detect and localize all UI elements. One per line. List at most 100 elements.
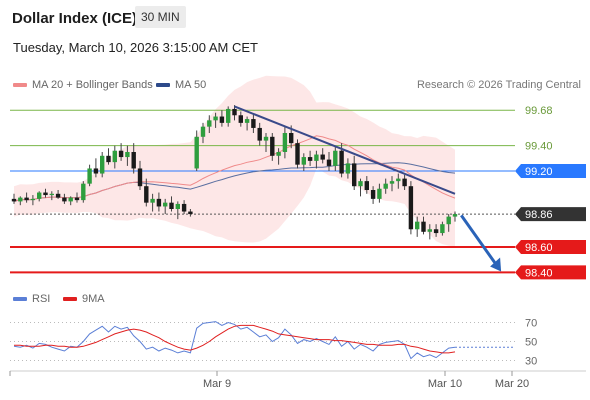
ma20-swatch: [13, 83, 27, 87]
candle-body: [156, 198, 162, 207]
candle-30: [200, 122, 206, 144]
candle-61: [396, 173, 401, 189]
candle-26: [175, 201, 180, 220]
ma20-label: MA 20 + Bollinger Bands: [32, 79, 153, 91]
forecast-arrow-head: [490, 257, 502, 272]
rsi-panel: 70 50 30: [10, 318, 537, 368]
legend-ma50: MA 50: [156, 79, 206, 91]
candle-body: [352, 163, 357, 187]
bollinger-band-area: [14, 75, 455, 247]
candle-body: [320, 154, 325, 160]
candle-body: [200, 126, 206, 137]
candle-11: [81, 181, 86, 203]
level-badge-text-98.40: 98.40: [525, 267, 553, 279]
candle-1: [18, 196, 23, 206]
candle-body: [257, 127, 262, 141]
candle-body: [295, 143, 300, 165]
header: Dollar Index (ICE) 30 MIN: [0, 0, 590, 38]
candle-18: [125, 145, 130, 166]
candle-body: [427, 229, 432, 232]
candle-55: [358, 178, 363, 197]
level-badge-98.86: [515, 207, 586, 222]
candle-body: [163, 202, 168, 207]
candle-53: [345, 158, 351, 179]
candle-35: [232, 105, 237, 121]
candle-59: [383, 178, 388, 194]
candle-19: [131, 143, 136, 174]
candle-41: [270, 133, 275, 161]
ma50-swatch: [156, 83, 170, 87]
time-axis: Mar 9 Mar 10 Mar 20: [9, 370, 586, 390]
x-tick-label: Mar 10: [428, 378, 462, 390]
annotations: [234, 105, 502, 272]
rsi-series-9MA: [14, 324, 456, 354]
candle-body: [43, 192, 48, 196]
candle-body: [276, 152, 281, 156]
candle-58: [377, 183, 382, 203]
candle-28: [188, 209, 193, 217]
candle-body: [358, 181, 363, 187]
candle-7: [55, 190, 61, 199]
candle-body: [62, 197, 67, 202]
candle-66: [427, 224, 432, 240]
candle-47: [307, 150, 313, 166]
candle-body: [370, 190, 376, 199]
candle-body: [389, 181, 395, 184]
candle-body: [106, 155, 111, 163]
candle-body: [87, 168, 92, 184]
candle-body: [219, 116, 225, 123]
level-badge-text-99.20: 99.20: [525, 166, 553, 178]
candle-body: [11, 198, 17, 202]
rsi-series-RSI: [13, 321, 456, 360]
moving-averages: [13, 135, 456, 202]
candle-69: [446, 214, 451, 232]
candle-body: [383, 183, 388, 189]
candle-32: [213, 112, 218, 128]
candle-5: [43, 188, 48, 198]
candle-16: [112, 145, 117, 169]
legend-rsi: RSI: [13, 293, 50, 305]
candle-body: [415, 221, 420, 230]
rsi-tick-50: 50: [525, 337, 537, 349]
candle-body: [118, 150, 124, 158]
candle-46: [301, 153, 306, 171]
candle-body: [345, 163, 351, 174]
candle-body: [181, 203, 187, 212]
candle-body: [213, 116, 218, 121]
candle-body: [452, 214, 458, 217]
candle-17: [118, 143, 124, 161]
candle-0: [11, 193, 17, 204]
x-tick-label: Mar 20: [495, 378, 529, 390]
candle-70: [452, 211, 458, 222]
candle-57: [370, 186, 376, 204]
candle-2: [24, 192, 29, 203]
candle-body: [364, 181, 369, 190]
timeframe-badge[interactable]: 30 MIN: [135, 6, 186, 28]
candle-8: [62, 193, 67, 204]
candle-36: [238, 111, 243, 127]
candle-body: [238, 115, 243, 123]
candle-49: [320, 148, 325, 164]
rsi-label: RSI: [32, 293, 51, 305]
candle-25: [169, 196, 174, 212]
candle-body: [112, 150, 117, 163]
level-label-99.68: 99.68: [525, 105, 553, 117]
bollinger-bands: [14, 75, 455, 247]
candle-10: [74, 192, 80, 203]
candle-body: [421, 221, 426, 232]
candles: [11, 105, 458, 240]
candle-body: [282, 133, 288, 152]
candle-body: [194, 136, 199, 169]
candle-33: [219, 110, 225, 127]
candle-body: [188, 211, 193, 215]
copyright-text: Research © 2026 Trading Central: [416, 79, 581, 91]
candle-67: [433, 224, 439, 237]
candle-4: [37, 191, 42, 202]
candle-15: [106, 148, 111, 165]
candle-body: [244, 119, 250, 123]
rsi-swatch: [13, 297, 27, 301]
candle-body: [396, 178, 401, 182]
candle-body: [18, 197, 23, 202]
candle-body: [301, 157, 306, 165]
